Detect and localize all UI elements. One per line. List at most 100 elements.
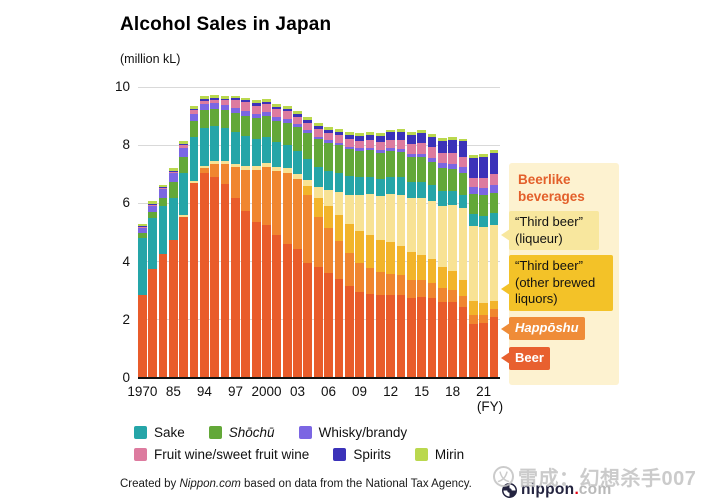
bar-segment-sh-ch- [386,151,395,177]
bar-2011 [375,132,385,378]
bar-segment-whisky-brandy [365,147,375,151]
bar-segment-sake [189,137,199,181]
x-tick-label-2000: 2000 [251,384,282,399]
bar-segment-sake [324,170,333,191]
bar-segment-whisky-brandy [158,189,168,198]
bar-segment-happ-shu [200,168,209,173]
bar-segment--third-beer-other-brewed-liquors- [427,259,437,283]
bar-2006 [324,126,333,378]
bar-segment-mirin [355,133,364,137]
bar-segment-beer [282,244,292,378]
bar-segment--third-beer-other-brewed-liquors- [355,231,364,264]
bar-segment-sake [458,194,468,209]
bar-segment-spirits [427,136,437,148]
y-tick-label-10: 10 [114,79,130,94]
bar-segment-sake [293,151,302,175]
nippon-com-logo-icon [502,482,517,498]
bar-segment-spirits [417,133,426,143]
bar-segment-happ-shu [468,314,478,325]
bar-segment--third-beer-other-brewed-liquors- [344,223,354,253]
bar-segment-beer [189,183,199,378]
bar-segment-fruit-wine-sweet-fruit-wine [468,178,478,188]
bar-segment--third-beer-liqueur- [303,180,313,186]
bar-segment-sake [282,145,292,169]
bar-segment-whisky-brandy [303,130,313,134]
bar-segment--third-beer-other-brewed-liquors- [468,301,478,315]
bar-segment--third-beer-liqueur- [458,208,468,280]
bar-segment-happ-shu [251,169,261,223]
bar-segment-mirin [231,95,240,99]
bar-1991 [189,105,199,378]
x-tick-label-97: 97 [227,384,243,399]
bar-segment-beer [169,239,178,378]
bar-segment-whisky-brandy [489,184,499,193]
bar-segment-whisky-brandy [386,148,395,152]
bar-segment-fruit-wine-sweet-fruit-wine [386,139,395,149]
bar-segment-sh-ch- [158,197,168,207]
bar-segment-fruit-wine-sweet-fruit-wine [313,129,323,137]
bar-segment-spirits [158,187,168,188]
x-tick-label-12: 12 [383,384,399,399]
bar-segment-fruit-wine-sweet-fruit-wine [344,139,354,147]
bar-segment-sake [138,238,147,296]
bar-segment-fruit-wine-sweet-fruit-wine [334,135,344,143]
bar-segment-mirin [334,128,344,132]
bar-1999 [251,100,261,378]
bar-segment-whisky-brandy [344,146,354,150]
bar-2002 [282,105,292,378]
bar-segment-mirin [375,132,385,136]
bar-segment-sh-ch- [396,152,406,178]
bar-segment-happ-shu [406,279,416,298]
bar-segment-sh-ch- [200,110,209,128]
bar-segment-sh-ch- [479,195,489,216]
bar-segment-fruit-wine-sweet-fruit-wine [220,100,230,105]
sake-color-swatch [134,426,147,439]
bar-segment-whisky-brandy [313,136,323,140]
bar-2017 [437,138,447,378]
legend-item-sake: Sake [134,425,185,440]
bar-2020 [468,155,478,378]
bar-segment--third-beer-other-brewed-liquors- [375,239,385,273]
bar-segment-fruit-wine-sweet-fruit-wine [282,111,292,120]
bar-1975 [148,201,158,378]
bar-segment-beer [427,297,437,378]
bar-segment-mirin [251,100,261,104]
bar-segment--third-beer-liqueur- [189,180,199,184]
bar-segment-happ-shu [489,309,499,317]
bar-segment-sh-ch- [148,211,158,218]
bar-segment-whisky-brandy [448,163,458,169]
bar-2012 [386,129,395,378]
bar-segment-sh-ch- [293,127,302,152]
bar-segment--third-beer-liqueur- [272,167,282,172]
bar-segment-sake [303,158,313,181]
bar-segment-whisky-brandy [179,148,189,157]
bar-segment-happ-shu [262,167,271,226]
bar-segment-happ-shu [427,282,437,298]
nippon-com-logo: nippon. com [502,481,612,499]
legend-label: Shōchū [228,425,275,440]
fruit-wine-color-swatch [134,448,147,461]
bar-segment--third-beer-liqueur- [251,166,261,170]
bar-segment-sh-ch- [251,118,261,139]
bar-segment-beer [406,297,416,378]
bar-segment-fruit-wine-sweet-fruit-wine [138,226,147,229]
bar-segment-sake [386,176,395,195]
bar-segment-spirits [148,204,158,205]
whisky-color-swatch [298,426,312,439]
bar-segment-fruit-wine-sweet-fruit-wine [169,171,178,174]
bar-1985 [169,168,178,378]
bar-segment-sake [148,217,158,269]
bar-segment--third-beer-liqueur- [293,174,302,179]
bar-segment-mirin [138,223,147,227]
bar-segment-sake [220,127,230,162]
bar-segment-sake [200,127,209,166]
bar-segment-mirin [468,155,478,158]
bar-2004 [303,117,313,378]
bar-segment-sake [272,142,282,168]
x-tick-label-21: 21 [476,384,492,399]
bar-2001 [272,103,282,378]
page-title: Alcohol Sales in Japan [120,14,332,35]
bar-segment-sh-ch- [303,133,313,159]
bar-segment--third-beer-liqueur- [375,196,385,240]
bar-segment-sake [231,131,240,164]
